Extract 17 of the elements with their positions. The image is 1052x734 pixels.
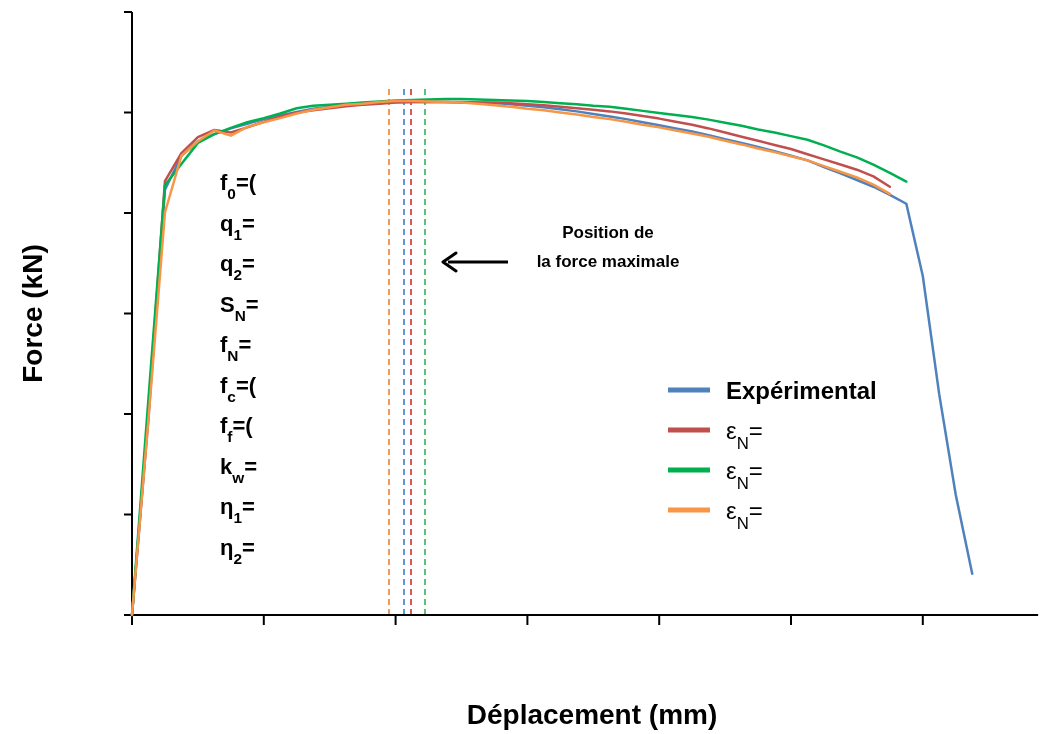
annotation: η$_{2}$= [220, 534, 255, 566]
annotation: η$_{1}$= [220, 494, 255, 526]
legend-label: ε$_{N}$= [726, 497, 763, 533]
annotation: f$_{N}$= [220, 332, 252, 364]
annotation: q$_{1}$= [220, 210, 255, 242]
y-axis-title: Force (kN) [17, 244, 48, 383]
x-axis-title: Déplacement (mm) [466, 699, 718, 730]
annotation: S$_{N}$= [220, 291, 259, 323]
annotation: f$_{0}$=( [220, 170, 257, 202]
annotation: f$_{c}$=( [220, 372, 257, 404]
annotation: q$_{2}$= [220, 251, 255, 283]
legend-label: ε$_{N}$= [726, 457, 763, 493]
annotation: f$_{f}$=( [220, 413, 254, 445]
annotation: k$_{w}$= [220, 453, 258, 485]
legend-label: Expérimental [726, 377, 877, 404]
legend-label: ε$_{N}$= [726, 417, 763, 453]
annotation: Position de la force maximale [536, 223, 680, 271]
